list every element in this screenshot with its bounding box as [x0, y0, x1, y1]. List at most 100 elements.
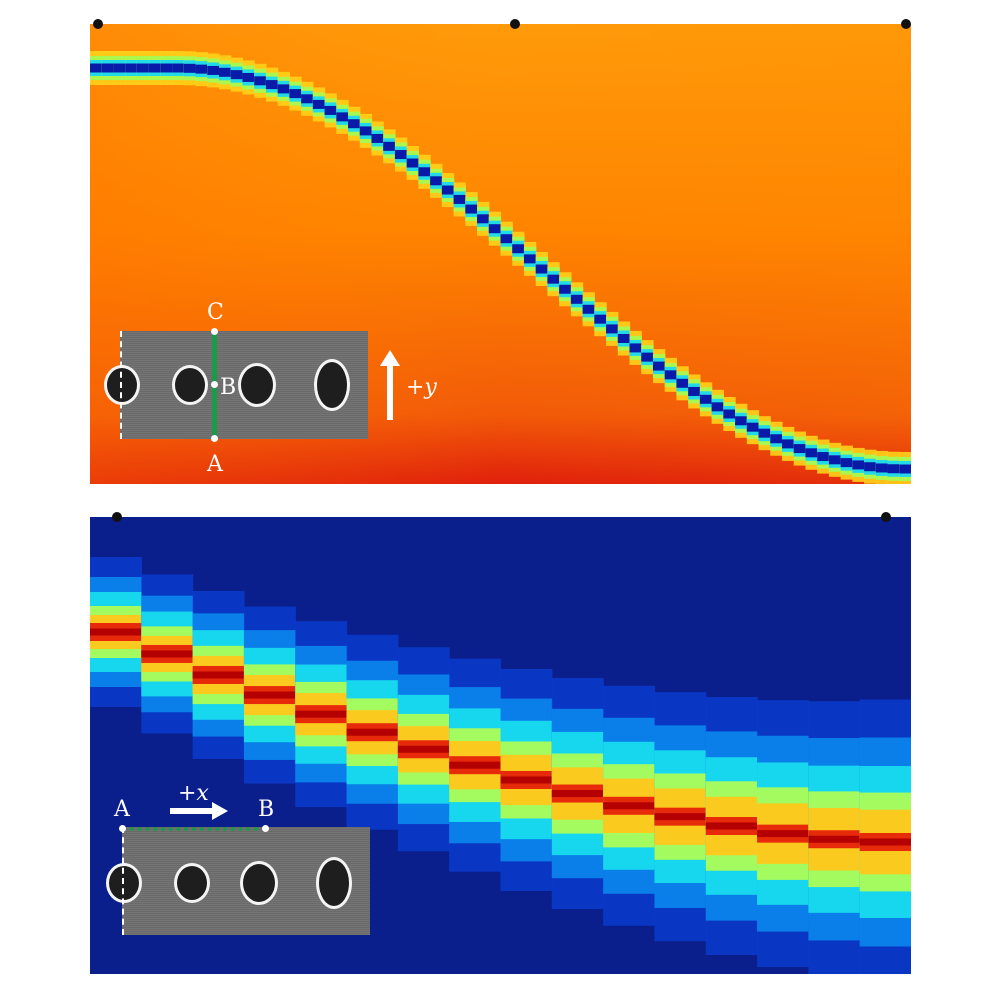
top-band-segment [183, 63, 197, 73]
top-band-segment [441, 185, 455, 195]
top-band-segment [781, 439, 795, 449]
bottom-band-segment [295, 710, 348, 718]
top-band-segment [758, 428, 771, 438]
marker-dot [901, 19, 911, 29]
top-inset-label-b: B [220, 375, 237, 400]
top-band-segment [453, 194, 466, 204]
marker-dot [93, 19, 103, 29]
top-band-segment [629, 343, 642, 353]
marker-dot [112, 512, 122, 522]
top-inset-image [104, 328, 368, 442]
top-band-segment [265, 80, 279, 90]
top-band-segment [125, 63, 138, 73]
top-inset-boundary-line [120, 331, 122, 439]
top-band-segment [676, 378, 689, 388]
top-band-segment [735, 416, 748, 426]
top-band-segment [383, 141, 396, 151]
bottom-band-segment [346, 728, 399, 736]
top-band-segment [160, 63, 173, 73]
top-band-segment [312, 99, 326, 109]
bottom-band-segment [757, 830, 809, 838]
bottom-inset-label-a: A [114, 797, 130, 822]
top-band-segment [805, 448, 818, 458]
top-band-segment [371, 133, 384, 143]
bottom-inset-hole [240, 861, 278, 905]
top-band-segment [136, 63, 150, 73]
top-band-segment [195, 64, 208, 74]
top-band-segment [406, 158, 419, 168]
top-band-segment [582, 304, 595, 314]
bottom-band-segment [705, 822, 758, 830]
bottom-direction-label: +x [178, 781, 209, 806]
top-band-segment [336, 112, 349, 122]
top-band-segment [793, 444, 807, 454]
top-heatmap [90, 24, 911, 484]
bottom-inset-hole [106, 863, 142, 903]
top-band-segment [301, 94, 314, 104]
bottom-band-segment [192, 671, 245, 679]
top-band-segment [523, 254, 537, 264]
top-band-segment [711, 402, 724, 412]
top-band-segment [207, 65, 220, 75]
top-band-segment [875, 463, 889, 473]
top-band-segment [606, 324, 619, 334]
top-band-segment [723, 409, 736, 419]
top-inset-point-a [211, 435, 218, 442]
top-band-segment [359, 126, 373, 136]
bottom-band-segment [449, 761, 502, 769]
top-band-segment [699, 394, 713, 404]
top-band-segment [617, 334, 631, 343]
top-band-segment [652, 361, 666, 371]
bottom-inset-hole [316, 857, 352, 909]
bottom-band-segment [397, 745, 450, 753]
bottom-heatmap-panel: A B +x [90, 517, 911, 974]
top-band-segment [148, 63, 161, 73]
top-band-segment [828, 455, 842, 465]
top-inset-hole [238, 363, 276, 407]
bottom-band-segment [603, 802, 656, 810]
top-direction-label: +y [406, 375, 437, 400]
top-band-segment [559, 284, 572, 294]
bottom-inset-point-a [119, 825, 126, 832]
top-inset-hole [104, 365, 140, 405]
top-band-segment [430, 176, 443, 186]
top-band-segment [770, 434, 783, 444]
bottom-inset-path-line [122, 827, 266, 831]
top-band-segment [394, 150, 408, 160]
top-band-segment [324, 105, 337, 115]
top-band-segment [547, 274, 560, 284]
top-band-segment [641, 352, 654, 362]
top-band-segment [488, 224, 502, 234]
top-band-segment [277, 84, 290, 94]
top-inset-hole [172, 365, 208, 405]
top-band-segment [512, 244, 525, 254]
top-band-segment [90, 63, 103, 73]
top-band-trace [90, 51, 911, 484]
bottom-band-segment [859, 838, 911, 846]
top-inset-label-c: C [207, 300, 224, 325]
bottom-band-segment [551, 790, 604, 798]
top-inset-point-b [211, 381, 218, 388]
top-band-segment [840, 458, 853, 468]
top-band-segment [535, 264, 549, 274]
top-band-segment [289, 89, 302, 99]
top-inset-point-c [211, 328, 218, 335]
bottom-inset-label-b: B [258, 797, 275, 822]
bottom-inset-boundary-line [122, 827, 124, 935]
top-band-segment [570, 294, 584, 304]
bottom-band-segment [808, 835, 861, 843]
marker-dot [881, 512, 891, 522]
top-heatmap-panel: C B A +y [90, 24, 911, 484]
top-band-segment [465, 204, 478, 214]
bottom-inset-image [106, 825, 370, 935]
top-band-segment [864, 462, 877, 472]
top-band-segment [899, 464, 911, 474]
top-band-segment [477, 214, 490, 224]
top-band-segment [418, 167, 431, 177]
top-band-segment [817, 452, 830, 462]
top-inset-label-a: A [207, 452, 223, 477]
top-band-segment [219, 67, 232, 77]
bottom-band-segment [141, 650, 194, 658]
top-inset-hole [314, 359, 350, 411]
bottom-inset-point-b [262, 825, 269, 832]
